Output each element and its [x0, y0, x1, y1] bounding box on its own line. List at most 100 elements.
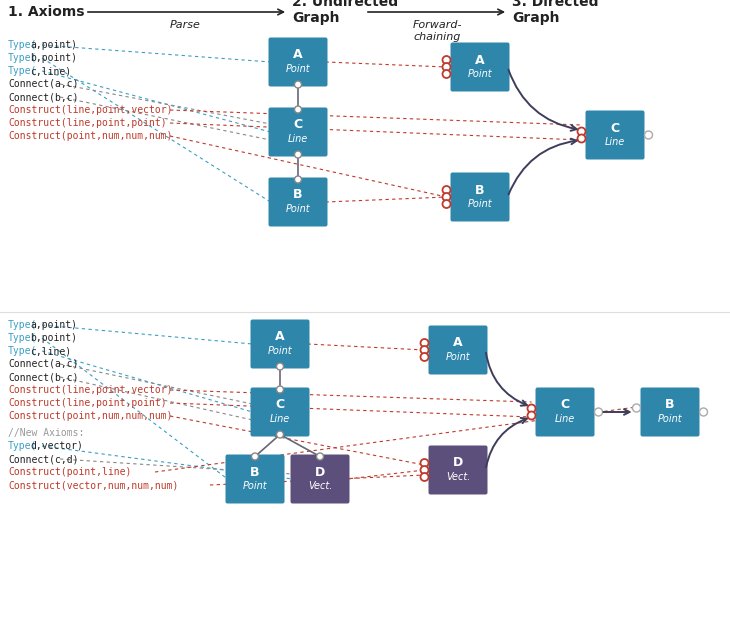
- Text: c,line): c,line): [30, 346, 71, 356]
- Circle shape: [420, 353, 429, 361]
- Text: Point: Point: [658, 414, 683, 424]
- Text: B: B: [475, 183, 485, 197]
- Circle shape: [594, 408, 602, 416]
- Text: //New Axioms:: //New Axioms:: [8, 428, 85, 438]
- Text: A: A: [293, 49, 303, 62]
- FancyBboxPatch shape: [585, 111, 645, 159]
- FancyBboxPatch shape: [291, 455, 350, 503]
- Text: c,line): c,line): [30, 66, 71, 76]
- Text: B: B: [293, 188, 303, 202]
- Text: A: A: [275, 330, 285, 343]
- Circle shape: [252, 453, 258, 460]
- Text: Point: Point: [285, 204, 310, 214]
- Circle shape: [420, 346, 429, 354]
- Text: Construct(line,point,point): Construct(line,point,point): [8, 118, 166, 128]
- Circle shape: [277, 431, 283, 438]
- Text: Connect(c,d): Connect(c,d): [8, 454, 79, 464]
- Circle shape: [420, 459, 429, 467]
- Text: C: C: [610, 121, 620, 134]
- Text: Forward-
chaining: Forward- chaining: [412, 20, 462, 42]
- FancyBboxPatch shape: [536, 388, 594, 437]
- Circle shape: [699, 408, 707, 416]
- Text: Line: Line: [288, 134, 308, 144]
- Text: Line: Line: [605, 137, 625, 147]
- FancyBboxPatch shape: [226, 455, 285, 503]
- Text: Type(: Type(: [8, 53, 37, 63]
- Text: Connect(b,c): Connect(b,c): [8, 92, 79, 102]
- Text: B: B: [665, 399, 675, 412]
- Text: Connect(a,c): Connect(a,c): [8, 359, 79, 369]
- Circle shape: [420, 466, 429, 474]
- Circle shape: [420, 339, 429, 347]
- Text: 2. Undirected
Graph: 2. Undirected Graph: [292, 0, 398, 25]
- Circle shape: [528, 412, 536, 419]
- Text: D: D: [453, 457, 463, 470]
- FancyBboxPatch shape: [429, 325, 488, 374]
- Text: Vect.: Vect.: [308, 481, 332, 491]
- Circle shape: [577, 128, 585, 136]
- FancyBboxPatch shape: [250, 388, 310, 437]
- Text: Vect.: Vect.: [446, 472, 470, 482]
- Text: Type(: Type(: [8, 346, 37, 356]
- Text: Construct(line,point,point): Construct(line,point,point): [8, 398, 166, 408]
- Circle shape: [294, 151, 301, 158]
- Circle shape: [317, 453, 323, 460]
- Text: Line: Line: [555, 414, 575, 424]
- Circle shape: [294, 106, 301, 113]
- Text: a,point): a,point): [30, 40, 77, 50]
- Text: Point: Point: [242, 481, 267, 491]
- Circle shape: [294, 81, 301, 88]
- Circle shape: [577, 134, 585, 142]
- Text: Connect(b,c): Connect(b,c): [8, 372, 79, 382]
- Text: 3. Directed
Graph: 3. Directed Graph: [512, 0, 599, 25]
- Text: Point: Point: [468, 69, 492, 79]
- Text: Construct(point,line): Construct(point,line): [8, 467, 131, 477]
- Text: b,point): b,point): [30, 53, 77, 63]
- Text: Point: Point: [468, 199, 492, 209]
- Text: Construct(vector,num,num,num): Construct(vector,num,num,num): [8, 480, 178, 490]
- Text: C: C: [293, 119, 302, 131]
- FancyBboxPatch shape: [269, 108, 328, 157]
- Text: A: A: [453, 337, 463, 350]
- Text: D: D: [315, 465, 325, 478]
- Text: Connect(a,c): Connect(a,c): [8, 79, 79, 89]
- FancyBboxPatch shape: [269, 37, 328, 86]
- Text: Parse: Parse: [169, 20, 201, 30]
- Text: Construct(line,point,vector): Construct(line,point,vector): [8, 105, 172, 115]
- Circle shape: [442, 63, 450, 71]
- Text: C: C: [275, 399, 285, 412]
- Text: Point: Point: [268, 346, 292, 356]
- Text: a,point): a,point): [30, 320, 77, 330]
- Circle shape: [528, 404, 536, 412]
- Circle shape: [277, 386, 283, 393]
- Circle shape: [277, 363, 283, 370]
- Circle shape: [442, 70, 450, 78]
- Circle shape: [420, 473, 429, 481]
- Text: b,point): b,point): [30, 333, 77, 343]
- Circle shape: [442, 186, 450, 194]
- Text: Construct(point,num,num,num): Construct(point,num,num,num): [8, 411, 172, 421]
- FancyBboxPatch shape: [640, 388, 699, 437]
- Circle shape: [442, 200, 450, 208]
- Text: Type(: Type(: [8, 40, 37, 50]
- Text: B: B: [250, 465, 260, 478]
- Text: Point: Point: [285, 64, 310, 74]
- Text: A: A: [475, 53, 485, 67]
- Text: Type(: Type(: [8, 333, 37, 343]
- FancyBboxPatch shape: [450, 172, 510, 221]
- Text: 1. Axioms: 1. Axioms: [8, 5, 85, 19]
- Text: d,vector): d,vector): [30, 441, 83, 451]
- Text: Type(: Type(: [8, 320, 37, 330]
- FancyBboxPatch shape: [250, 320, 310, 368]
- Circle shape: [442, 193, 450, 201]
- Text: Point: Point: [446, 352, 470, 362]
- Text: Type(: Type(: [8, 66, 37, 76]
- Circle shape: [442, 56, 450, 64]
- Text: Type(: Type(: [8, 441, 37, 451]
- Text: Construct(point,num,num,num): Construct(point,num,num,num): [8, 131, 172, 141]
- Circle shape: [632, 404, 640, 412]
- FancyBboxPatch shape: [450, 42, 510, 91]
- FancyBboxPatch shape: [269, 177, 328, 226]
- Circle shape: [294, 176, 301, 183]
- Text: C: C: [561, 399, 569, 412]
